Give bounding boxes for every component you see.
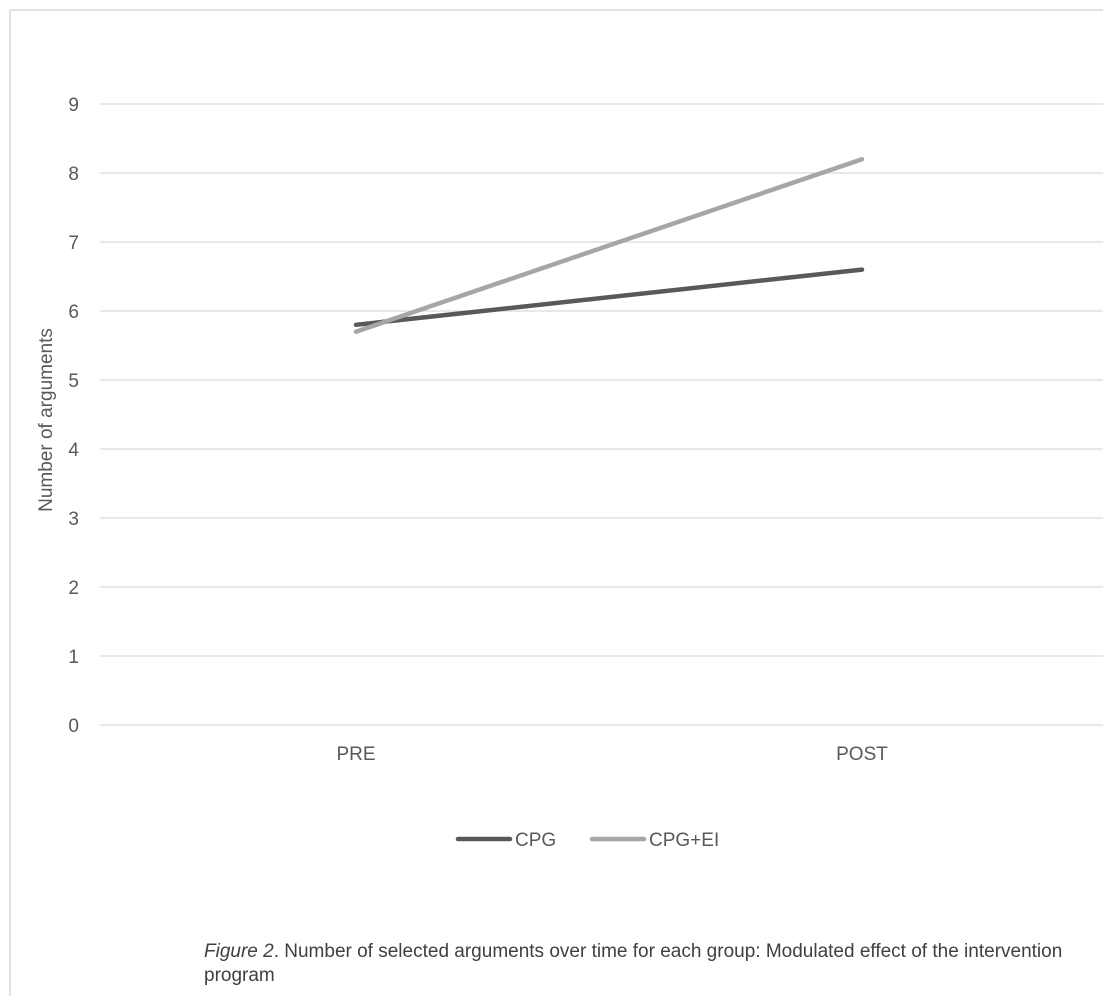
legend: CPG CPG+EI bbox=[455, 830, 719, 851]
y-tick-label: 2 bbox=[68, 578, 79, 599]
legend-label: CPG+EI bbox=[649, 830, 719, 851]
y-tick-label: 7 bbox=[68, 233, 79, 254]
series-line-2 bbox=[353, 156, 865, 334]
x-tick-label: POST bbox=[836, 744, 888, 765]
y-tick-label: 8 bbox=[68, 164, 79, 185]
series-line-1 bbox=[353, 267, 865, 328]
y-tick-label: 4 bbox=[68, 440, 79, 461]
y-tick-label: 6 bbox=[68, 302, 79, 323]
x-tick-labels: PRE POST bbox=[336, 744, 888, 765]
figure-caption: Figure 2. Number of selected arguments o… bbox=[204, 940, 1084, 988]
y-tick-label: 3 bbox=[68, 509, 79, 530]
y-tick-label: 0 bbox=[68, 716, 79, 737]
caption-text: . Number of selected arguments over time… bbox=[204, 941, 1063, 986]
caption-label: Figure 2 bbox=[204, 941, 274, 962]
y-tick-label: 1 bbox=[68, 647, 79, 668]
y-tick-label: 5 bbox=[68, 371, 79, 392]
legend-label: CPG bbox=[515, 830, 556, 851]
x-tick-label: PRE bbox=[336, 744, 375, 765]
y-axis-title: Number of arguments bbox=[36, 328, 57, 512]
series-lines bbox=[353, 156, 865, 334]
y-tick-label: 9 bbox=[68, 95, 79, 116]
gridlines bbox=[100, 103, 1103, 726]
y-tick-labels: 0 1 2 3 4 5 6 7 8 9 bbox=[68, 95, 79, 737]
